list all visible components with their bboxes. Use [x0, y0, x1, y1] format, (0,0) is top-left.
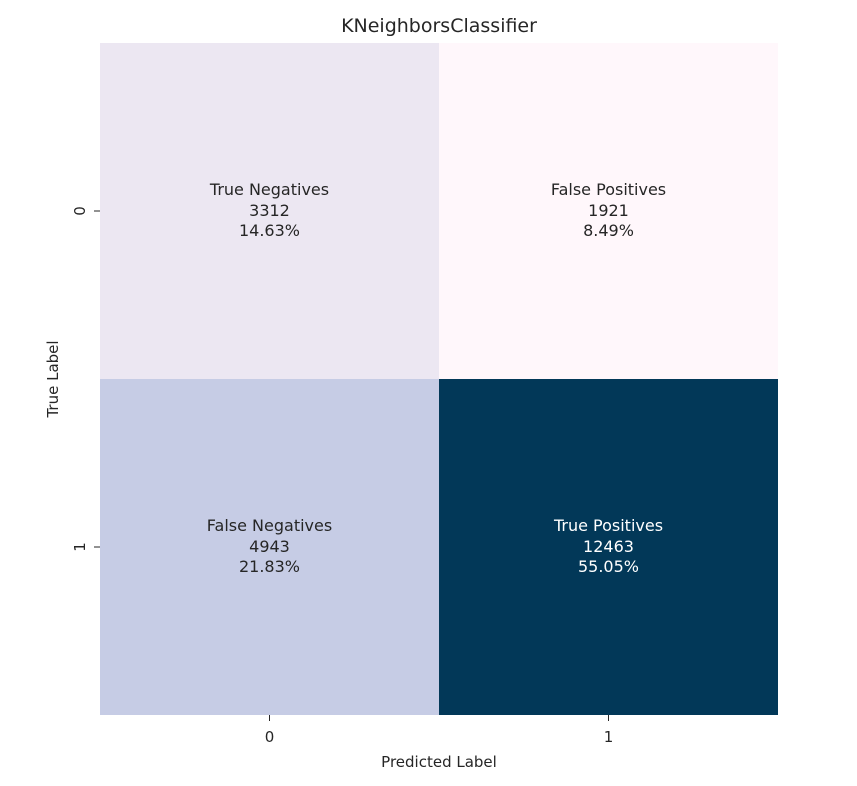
x-tick-label: 0 [265, 728, 275, 746]
cell-count-label: 4943 [249, 537, 290, 556]
heatmap-cell [100, 43, 439, 379]
cell-name-label: False Negatives [207, 516, 332, 535]
axis-ticks: 0 1 0 1 [71, 206, 613, 746]
cell-count-label: 12463 [583, 537, 634, 556]
y-tick-label: 1 [71, 542, 89, 552]
cell-percent-label: 14.63% [239, 221, 300, 240]
x-axis-label: Predicted Label [381, 753, 497, 771]
x-tick-label: 1 [604, 728, 614, 746]
y-axis-label: True Label [44, 340, 62, 418]
heatmap-cell [100, 379, 439, 715]
y-tick-label: 0 [71, 206, 89, 216]
cell-percent-label: 8.49% [583, 221, 634, 240]
cell-name-label: True Positives [553, 516, 663, 535]
cell-count-label: 1921 [588, 201, 629, 220]
cell-percent-label: 55.05% [578, 557, 639, 576]
cell-percent-label: 21.83% [239, 557, 300, 576]
cell-name-label: True Negatives [209, 180, 329, 199]
heatmap-cell [439, 43, 778, 379]
heatmap-cell [439, 379, 778, 715]
cell-count-label: 3312 [249, 201, 290, 220]
cell-name-label: False Positives [551, 180, 666, 199]
chart-title: KNeighborsClassifier [341, 15, 537, 37]
